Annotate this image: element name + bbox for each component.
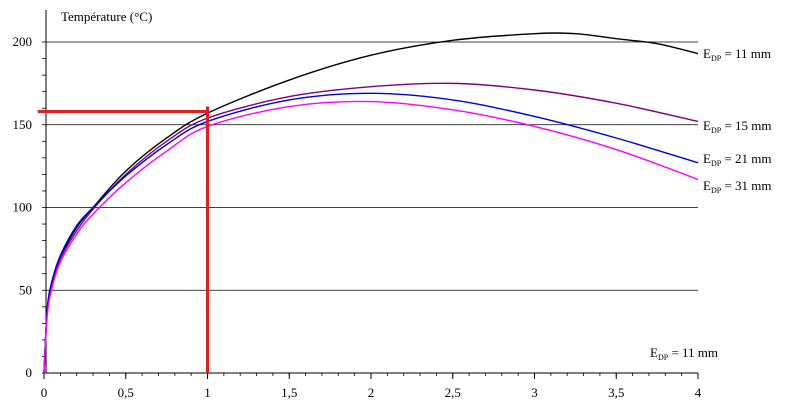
series-line-1 [43, 32, 699, 374]
series-label-sub: DP [711, 159, 722, 168]
series-label-sub: DP [711, 186, 722, 195]
y-tick-label: 200 [13, 34, 33, 49]
series-label-rest: = 15 mm [721, 118, 771, 133]
x-tick-label: 3 [531, 385, 538, 400]
series-line-2 [43, 82, 699, 374]
annotation-layer [37, 106, 209, 373]
minor-tick-layer [42, 41, 699, 379]
series-layer [43, 32, 699, 374]
y-tick-label: 50 [19, 282, 32, 297]
grid-layer [46, 41, 698, 291]
y-tick-label: 100 [13, 200, 33, 215]
axis-layer [45, 10, 698, 374]
series-label-2: EDP = 15 mm [703, 118, 772, 135]
series-label-rest: = 21 mm [721, 151, 771, 166]
x-tick-label: 3,5 [608, 385, 624, 400]
y-tick-label: 150 [13, 117, 33, 132]
tick-label-layer: 0 50 100 150 200 0 0,5 1 1,5 2 2,5 3 3,5 4 [13, 34, 702, 400]
series-label-1: EDP = 11 mm [703, 46, 771, 63]
x-tick-label: 0 [41, 385, 48, 400]
series-label-main: E [703, 178, 711, 193]
series-label-main: E [703, 46, 711, 61]
series-label-main: E [703, 118, 711, 133]
series-label-rest: = 31 mm [721, 178, 771, 193]
series-line-4 [43, 100, 699, 374]
x-tick-label: 2,5 [445, 385, 461, 400]
x-tick-label: 1,5 [281, 385, 297, 400]
x-tick-label: 0,5 [118, 385, 134, 400]
series-label-4: EDP = 31 mm [703, 178, 772, 195]
x-tick-label: 4 [695, 385, 702, 400]
x-axis-note-sub: DP [658, 353, 669, 362]
series-label-3: EDP = 21 mm [703, 151, 772, 168]
series-label-sub: DP [711, 126, 722, 135]
x-axis-note-main: E [650, 345, 658, 360]
series-label-sub: DP [711, 54, 722, 63]
series-label-main: E [703, 151, 711, 166]
y-axis-title: Température (°C) [61, 9, 152, 24]
x-axis-note-rest: = 11 mm [668, 345, 718, 360]
series-label-rest: = 11 mm [721, 46, 771, 61]
x-tick-label: 1 [204, 385, 211, 400]
y-tick-label: 0 [26, 365, 33, 380]
x-tick-label: 2 [368, 385, 375, 400]
series-line-3 [43, 92, 699, 374]
x-axis-note: EDP = 11 mm [650, 345, 718, 362]
